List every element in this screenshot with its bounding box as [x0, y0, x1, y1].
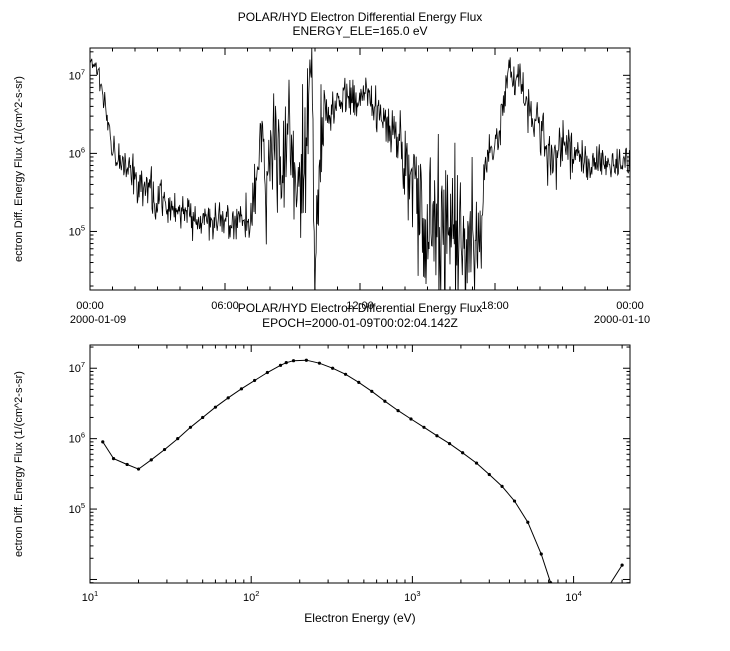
data-point: [500, 484, 504, 488]
spectrum-point-markers: [101, 358, 553, 583]
data-point: [539, 552, 543, 556]
plot-frame: [89, 344, 631, 584]
bottom-chart-series: [101, 358, 624, 583]
data-point: [447, 442, 452, 446]
data-point: [435, 434, 439, 438]
top-chart-y-axis-title: ectron Diff. Energy Flux (1/(cm^2-s-sr): [13, 76, 25, 262]
data-point: [331, 366, 335, 370]
tick-label: 102: [243, 589, 259, 604]
data-point: [149, 458, 153, 462]
data-point: [136, 467, 141, 471]
time-tick-label: 06:00: [211, 300, 239, 312]
tick-label: 106: [69, 145, 85, 160]
data-point: [620, 563, 624, 567]
bottom-chart-axes: [89, 344, 631, 584]
plot-frame: [89, 47, 631, 291]
tick-label: 107: [69, 67, 85, 82]
data-point: [343, 372, 348, 376]
tick-label: 104: [565, 589, 581, 604]
data-point: [162, 447, 167, 452]
data-point: [474, 461, 479, 465]
data-point: [278, 363, 283, 367]
top-chart-subtitle: ENERGY_ELE=165.0 eV: [292, 24, 427, 38]
data-point: [304, 358, 308, 362]
bottom-chart-y-axis-title: ectron Diff. Energy Flux (1/(cm^2-s-sr): [13, 371, 25, 557]
data-point: [239, 387, 244, 391]
data-point: [125, 462, 129, 467]
tick-label: 105: [69, 501, 85, 516]
data-point: [512, 499, 517, 503]
data-point: [487, 472, 491, 477]
data-point: [526, 520, 530, 524]
data-point: [317, 361, 322, 365]
data-point: [396, 409, 400, 413]
data-point: [213, 405, 218, 409]
tick-label: 105: [69, 223, 85, 238]
data-point: [201, 415, 205, 420]
flux-time-trace: [90, 48, 630, 290]
data-point: [111, 457, 116, 461]
spectrum-tail-trace: [610, 564, 623, 583]
top-chart-title: POLAR/HYD Electron Differential Energy F…: [238, 10, 483, 24]
time-tick-label: 00:00: [76, 300, 104, 312]
tick-label: 101: [82, 589, 98, 604]
bottom-chart-x-axis-title: Electron Energy (eV): [304, 611, 415, 625]
data-point: [357, 380, 361, 384]
bottom-chart-title: POLAR/HYD Electron Differential Energy F…: [238, 301, 483, 315]
tick-label: 106: [69, 431, 85, 446]
data-point: [383, 399, 387, 403]
tick-label: 107: [69, 360, 85, 375]
data-point: [291, 359, 296, 363]
spectrum-trace: [102, 359, 552, 583]
top-chart-axes: [89, 47, 631, 291]
top-chart-tick-labels: 00:00 06:00 12:00 18:00 00:00 2000-01-09 2000-…: [69, 67, 651, 326]
bottom-chart-tick-labels: 101 102 103 104 105 106 107: [69, 360, 582, 604]
data-point: [409, 417, 413, 421]
data-point: [461, 451, 465, 455]
data-point: [253, 378, 257, 383]
data-point: [101, 440, 105, 444]
top-chart-series: [90, 48, 630, 290]
data-point: [176, 437, 180, 441]
tick-label: 103: [404, 589, 420, 604]
date-label: 2000-01-09: [70, 314, 126, 326]
data-point: [226, 396, 230, 400]
data-point: [265, 370, 269, 375]
data-point: [548, 581, 553, 583]
data-point: [188, 425, 193, 429]
time-tick-label: 12:00: [346, 300, 374, 312]
bottom-chart-subtitle: EPOCH=2000-01-09T00:02:04.142Z: [262, 316, 458, 330]
time-tick-label: 00:00: [616, 300, 644, 312]
date-label: 2000-01-10: [594, 314, 650, 326]
data-point: [284, 361, 288, 365]
time-tick-label: 18:00: [481, 300, 509, 312]
data-point: [422, 425, 426, 429]
data-point: [370, 389, 374, 393]
